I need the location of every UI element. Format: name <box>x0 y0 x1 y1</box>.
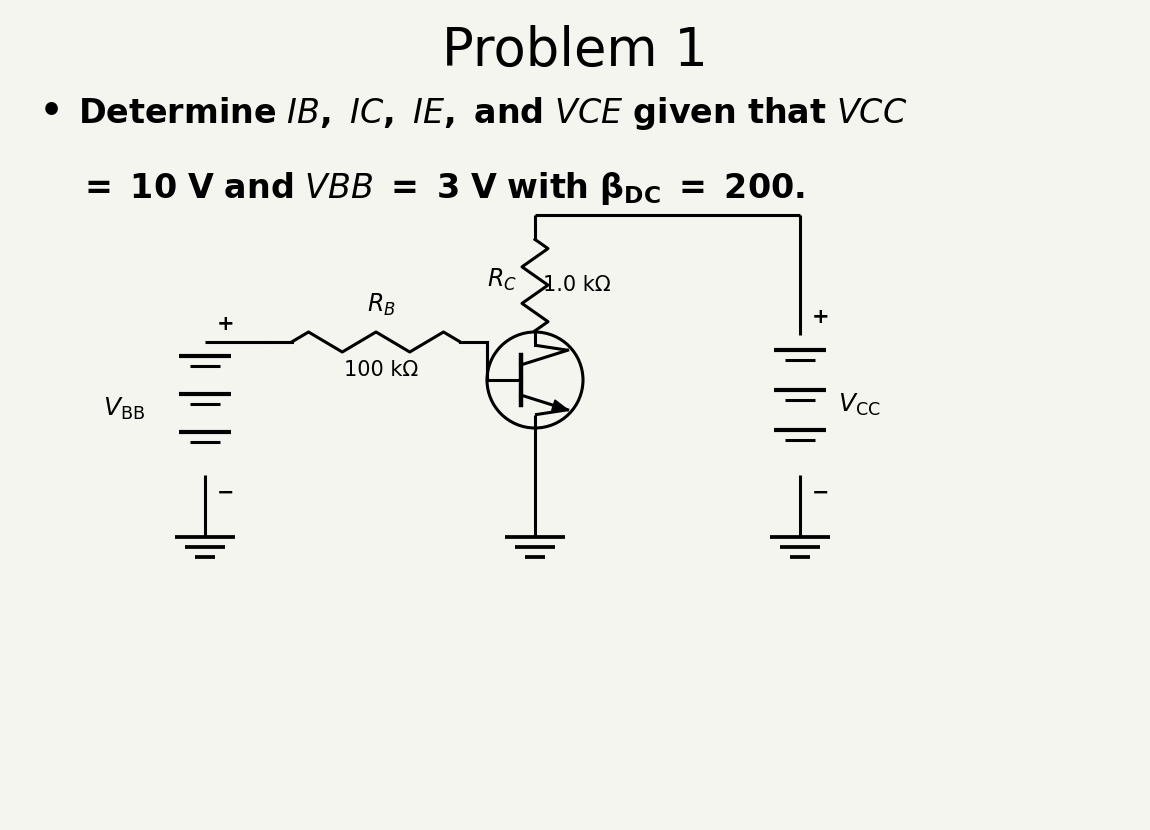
Text: +: + <box>812 307 829 327</box>
Text: +: + <box>217 314 235 334</box>
Text: •: • <box>40 95 63 129</box>
Text: −: − <box>812 483 829 503</box>
Text: −: − <box>217 483 235 503</box>
Text: $V_{\mathrm{BB}}$: $V_{\mathrm{BB}}$ <box>104 395 145 422</box>
Polygon shape <box>552 400 568 411</box>
Text: $R_C$: $R_C$ <box>488 267 518 293</box>
Text: $\bf{=\ 10\ V\ and\ }$$\it{VBB}$$\bf{\ =\ 3\ V\ with\ }$$\bf{\beta}_{DC}$$\bf{\ : $\bf{=\ 10\ V\ and\ }$$\it{VBB}$$\bf{\ =… <box>78 170 805 207</box>
Text: Problem 1: Problem 1 <box>442 25 708 77</box>
Text: $\bf{Determine}$$\bf{\ }$$\it{IB}$$\bf{,\ }$$\it{IC}$$\bf{,\ }$$\it{IE}$$\bf{,\ : $\bf{Determine}$$\bf{\ }$$\it{IB}$$\bf{,… <box>78 95 907 132</box>
Text: $R_B$: $R_B$ <box>367 292 396 318</box>
Text: 100 kΩ: 100 kΩ <box>344 360 419 380</box>
Text: 1.0 kΩ: 1.0 kΩ <box>543 275 611 295</box>
Text: $V_{\mathrm{CC}}$: $V_{\mathrm{CC}}$ <box>838 392 881 418</box>
